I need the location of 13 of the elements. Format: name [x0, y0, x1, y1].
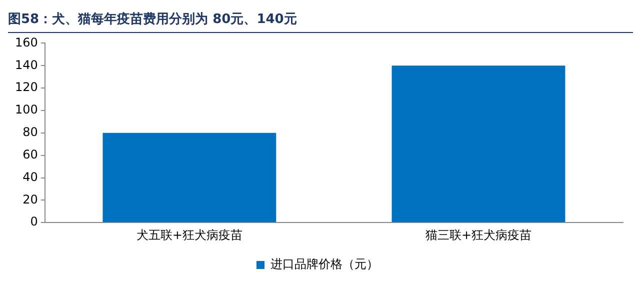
y-tick-label: 120 [15, 80, 38, 94]
y-tick-label: 60 [22, 147, 38, 162]
x-tick-label: 猫三联+狂犬病疫苗 [425, 228, 532, 242]
legend-label: 进口品牌价格（元） [270, 257, 378, 272]
y-tick-label: 80 [22, 125, 38, 140]
y-tick-label: 40 [22, 170, 38, 184]
y-tick-label: 140 [15, 58, 38, 72]
x-tick-label: 犬五联+狂犬病疫苗 [136, 228, 242, 242]
y-tick-label: 20 [22, 192, 38, 206]
y-tick-label: 0 [30, 214, 38, 229]
chart-title: 图58：犬、猫每年疫苗费用分别为 80元、140元 [8, 8, 633, 33]
y-tick-label: 100 [15, 102, 38, 117]
y-tick-label: 160 [15, 35, 38, 50]
